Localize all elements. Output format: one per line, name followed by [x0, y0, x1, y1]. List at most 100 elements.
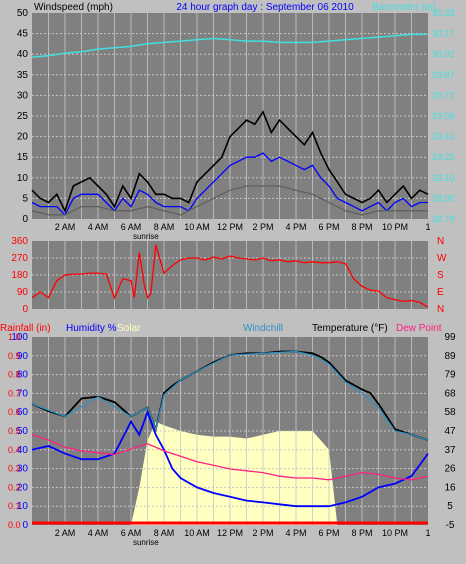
windchill-line: [31, 350, 429, 441]
hour-label: 6 PM: [318, 222, 339, 232]
humidity-line: [31, 409, 429, 508]
direction-letter: W: [437, 253, 447, 264]
temperature-line: [31, 350, 429, 441]
hour-label: 12 PM: [217, 222, 243, 232]
barometer-line: [31, 33, 428, 58]
dewpoint-label: Dew Point: [396, 323, 442, 334]
direction-tick-label: 270: [11, 253, 28, 264]
wind-tick-label: 15: [17, 152, 29, 163]
wind-tick-label: 45: [17, 29, 29, 40]
temperature-tick-label: 79: [444, 370, 456, 381]
rain-tick-label: 0.7: [8, 388, 21, 398]
rain-tick-label: 0.0: [8, 520, 21, 530]
humidity-tick-label: 10: [17, 501, 29, 512]
hour-label: 8 PM: [351, 528, 372, 538]
rain-tick-label: 0.3: [8, 464, 21, 474]
wind-avg-line: [31, 152, 428, 217]
barometer-tick-label: 29.56: [432, 111, 455, 121]
barometer-tick-label: 29.71: [432, 90, 455, 100]
barometer-tick-label: 28.95: [432, 193, 455, 203]
hour-label: 2 PM: [252, 528, 273, 538]
wind-tick-label: 20: [17, 132, 29, 143]
solar-area: [131, 421, 338, 525]
humidity-tick-label: 100: [11, 332, 28, 343]
rain-tick-label: 1.0: [8, 332, 21, 342]
barometer-tick-label: 29.87: [432, 70, 455, 80]
temperature-panel: Rainfall (in) Humidity % Solar Windchill…: [0, 323, 456, 547]
humidity-tick-label: 0: [22, 520, 28, 531]
wind-tick-label: 25: [17, 111, 29, 122]
temperature-tick-label: 47: [444, 426, 456, 437]
hour-label: 4 AM: [88, 528, 109, 538]
temperature-tick-label: 68: [444, 388, 456, 399]
humidity-tick-label: 80: [17, 370, 29, 381]
rain-tick-label: 0.6: [8, 407, 21, 417]
solar-label: Solar: [117, 323, 141, 334]
wind-tick-label: 30: [17, 90, 29, 101]
temperature-tick-label: 89: [444, 351, 456, 362]
direction-letter: N: [437, 304, 444, 315]
rain-tick-label: 0.2: [8, 482, 21, 492]
barometer-title: Barometer (in): [372, 2, 436, 13]
humidity-tick-label: 20: [17, 482, 29, 493]
direction-tick-label: 360: [11, 236, 28, 247]
wind-tick-label: 50: [17, 8, 29, 19]
hour-label: 10 PM: [382, 528, 408, 538]
barometer-tick-label: 30.33: [432, 8, 455, 18]
windchill-label: Windchill: [243, 323, 283, 334]
hour-label: 8 PM: [351, 222, 372, 232]
direction-letter: E: [437, 287, 444, 298]
wind-tick-label: 40: [17, 49, 29, 60]
wind-tick-label: 10: [17, 173, 29, 184]
barometer-tick-label: 29.10: [432, 173, 455, 183]
wind-panel: Windspeed (mph) 24 hour graph day : Sept…: [17, 2, 455, 241]
hour-label: 6 AM: [121, 528, 142, 538]
wind-tick-label: 5: [22, 193, 28, 204]
temperature-tick-label: 5: [447, 501, 453, 512]
hour-label: 8 AM: [154, 528, 175, 538]
humidity-tick-label: 60: [17, 407, 29, 418]
hour-label: 10 AM: [184, 222, 210, 232]
temperature-tick-label: 26: [444, 464, 456, 475]
barometer-tick-label: 30.17: [432, 29, 455, 39]
hour-label: 6 PM: [318, 528, 339, 538]
direction-letter: S: [437, 270, 444, 281]
hour-label: 10 AM: [184, 528, 210, 538]
hour-label: 12 PM: [217, 528, 243, 538]
hour-label: 4 AM: [88, 222, 109, 232]
wind-gust-line: [31, 110, 429, 213]
wind-title: Windspeed (mph): [34, 2, 113, 13]
temperature-label: Temperature (°F): [312, 323, 388, 334]
hour-label: 2 PM: [252, 222, 273, 232]
direction-letter: N: [437, 236, 444, 247]
barometer-tick-label: 29.25: [432, 152, 455, 162]
rain-tick-label: 0.4: [8, 445, 21, 455]
hour-label: 10 PM: [382, 222, 408, 232]
sunrise-label: sunrise: [133, 538, 159, 547]
humidity-tick-label: 50: [17, 426, 29, 437]
temperature-tick-label: 99: [444, 332, 456, 343]
temperature-tick-label: 16: [444, 482, 456, 493]
rain-tick-label: 0.1: [8, 501, 21, 511]
rain-tick-label: 0.5: [8, 426, 21, 436]
direction-tick-label: 90: [17, 287, 29, 298]
wind-tick-label: 0: [22, 214, 28, 225]
hour-label: 6 AM: [121, 222, 142, 232]
hour-label: 2 AM: [55, 222, 76, 232]
temperature-tick-label: 58: [444, 407, 456, 418]
wind-baseline-line: [31, 185, 428, 216]
hour-label: 2 AM: [55, 528, 76, 538]
humidity-tick-label: 40: [17, 445, 29, 456]
temperature-tick-label: 37: [444, 445, 456, 456]
rain-label: Rainfall (in): [0, 323, 51, 334]
humidity-tick-label: 70: [17, 388, 29, 399]
temperature-tick-label: -5: [446, 520, 455, 531]
dewpoint-line: [31, 433, 429, 481]
hour-label: 4 PM: [285, 528, 306, 538]
barometer-tick-label: 29.41: [432, 132, 455, 142]
graph-date-title: 24 hour graph day : September 06 2010: [176, 2, 354, 13]
humidity-label: Humidity %: [66, 323, 117, 334]
